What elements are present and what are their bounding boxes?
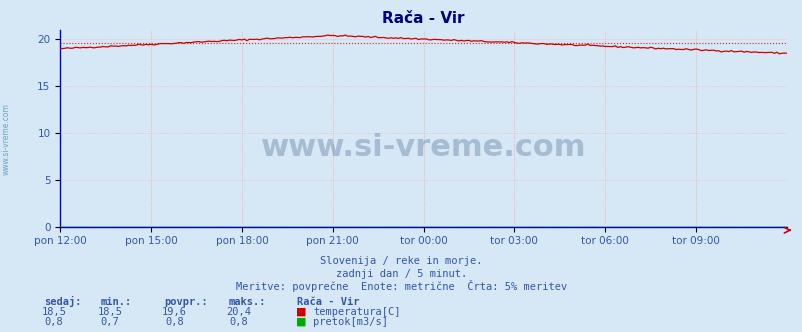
Text: povpr.:: povpr.: bbox=[164, 297, 208, 307]
Text: www.si-vreme.com: www.si-vreme.com bbox=[2, 104, 11, 175]
Text: ■: ■ bbox=[295, 317, 306, 327]
Text: www.si-vreme.com: www.si-vreme.com bbox=[261, 133, 585, 162]
Text: sedaj:: sedaj: bbox=[44, 296, 82, 307]
Text: 0,7: 0,7 bbox=[100, 317, 119, 327]
Text: maks.:: maks.: bbox=[229, 297, 266, 307]
Text: Meritve: povprečne  Enote: metrične  Črta: 5% meritev: Meritve: povprečne Enote: metrične Črta:… bbox=[236, 281, 566, 292]
Text: zadnji dan / 5 minut.: zadnji dan / 5 minut. bbox=[335, 269, 467, 279]
Title: Rača - Vir: Rača - Vir bbox=[382, 11, 464, 26]
Text: Slovenija / reke in morje.: Slovenija / reke in morje. bbox=[320, 256, 482, 266]
Text: 0,8: 0,8 bbox=[44, 317, 63, 327]
Text: Rača - Vir: Rača - Vir bbox=[297, 297, 359, 307]
Text: pretok[m3/s]: pretok[m3/s] bbox=[313, 317, 387, 327]
Text: 19,6: 19,6 bbox=[161, 307, 187, 317]
Text: 18,5: 18,5 bbox=[97, 307, 123, 317]
Text: 20,4: 20,4 bbox=[225, 307, 251, 317]
Text: 0,8: 0,8 bbox=[164, 317, 184, 327]
Text: temperatura[C]: temperatura[C] bbox=[313, 307, 400, 317]
Text: 18,5: 18,5 bbox=[41, 307, 67, 317]
Text: ■: ■ bbox=[295, 307, 306, 317]
Text: 0,8: 0,8 bbox=[229, 317, 248, 327]
Text: min.:: min.: bbox=[100, 297, 132, 307]
